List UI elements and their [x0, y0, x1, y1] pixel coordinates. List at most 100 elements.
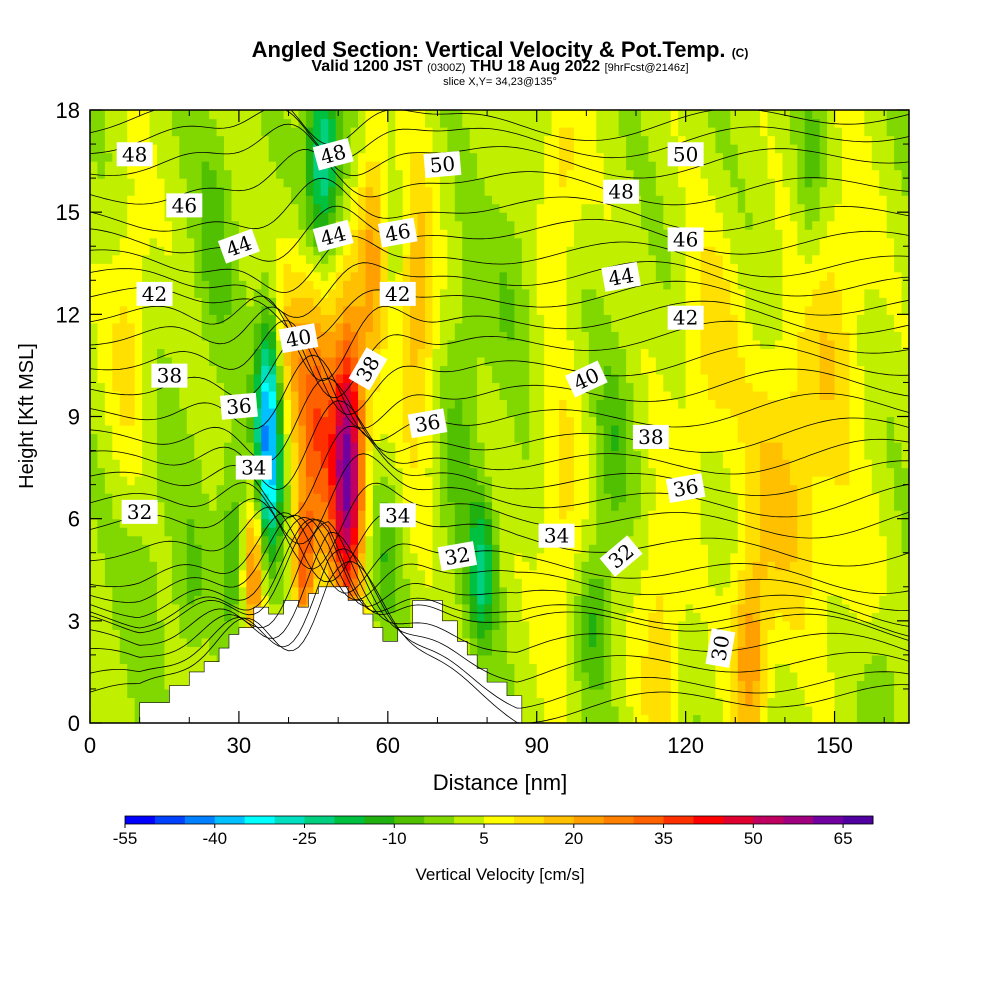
- heatmap-cell: [566, 118, 575, 128]
- heatmap-cell: [387, 416, 396, 426]
- heatmap-cell: [127, 356, 136, 367]
- heatmap-cell: [179, 544, 188, 554]
- heatmap-cell: [291, 365, 300, 375]
- heatmap-cell: [171, 220, 180, 230]
- heatmap-cell: [112, 271, 121, 281]
- heatmap-cell: [119, 373, 128, 384]
- heatmap-cell: [291, 186, 300, 196]
- heatmap-cell: [477, 535, 486, 545]
- heatmap-cell: [171, 510, 180, 520]
- heatmap-cell: [596, 612, 605, 622]
- heatmap-cell: [194, 305, 203, 315]
- heatmap-cell: [559, 544, 568, 554]
- heatmap-cell: [402, 127, 411, 137]
- heatmap-cell: [425, 433, 434, 443]
- heatmap-cell: [335, 390, 344, 401]
- heatmap-cell: [514, 493, 523, 503]
- heatmap-cell: [104, 612, 113, 622]
- heatmap-cell: [402, 467, 411, 477]
- heatmap-cell: [484, 484, 493, 494]
- heatmap-cell: [216, 246, 225, 256]
- heatmap-cell: [298, 442, 307, 452]
- heatmap-cell: [97, 110, 106, 120]
- heatmap-cell: [186, 322, 195, 332]
- heatmap-cell: [551, 118, 560, 128]
- heatmap-cell: [313, 476, 322, 486]
- heatmap-cell: [231, 220, 240, 230]
- heatmap-cell: [231, 544, 240, 554]
- heatmap-cell: [127, 195, 136, 205]
- heatmap-cell: [164, 144, 173, 154]
- heatmap-cell: [209, 544, 218, 554]
- heatmap-cell: [186, 484, 195, 494]
- heatmap-cell: [291, 569, 300, 579]
- heatmap-cell: [313, 195, 322, 205]
- heatmap-cell: [224, 127, 233, 137]
- heatmap-cell: [305, 450, 314, 460]
- heatmap-cell: [179, 425, 188, 435]
- heatmap-cell: [544, 705, 553, 716]
- heatmap-cell: [283, 220, 292, 230]
- heatmap-cell: [171, 552, 180, 562]
- heatmap-cell: [477, 561, 486, 571]
- heatmap-cell: [283, 152, 292, 162]
- heatmap-cell: [514, 186, 523, 196]
- heatmap-cell: [209, 144, 218, 154]
- heatmap-cell: [350, 382, 359, 392]
- heatmap-cell: [276, 382, 285, 392]
- heatmap-cell: [127, 135, 136, 145]
- heatmap-cell: [112, 425, 121, 435]
- heatmap-cell: [581, 476, 590, 486]
- heatmap-cell: [588, 339, 597, 349]
- heatmap-cell: [521, 178, 530, 188]
- heatmap-cell: [335, 510, 344, 520]
- heatmap-cell: [157, 305, 166, 315]
- heatmap-cell: [350, 322, 359, 332]
- heatmap-cell: [298, 271, 307, 281]
- heatmap-cell: [536, 322, 545, 332]
- heatmap-cell: [90, 348, 99, 358]
- heatmap-cell: [209, 654, 218, 665]
- heatmap-cell: [492, 518, 501, 528]
- heatmap-cell: [365, 510, 374, 520]
- heatmap-cell: [454, 195, 463, 205]
- heatmap-cell: [298, 305, 307, 315]
- heatmap-cell: [231, 195, 240, 205]
- heatmap-cell: [499, 637, 508, 647]
- heatmap-cell: [529, 714, 538, 723]
- heatmap-cell: [417, 288, 426, 298]
- heatmap-cell: [529, 297, 538, 307]
- heatmap-cell: [231, 348, 240, 358]
- heatmap-cell: [97, 518, 106, 528]
- heatmap-cell: [171, 535, 180, 545]
- heatmap-cell: [201, 203, 210, 213]
- heatmap-cell: [387, 586, 396, 596]
- heatmap-cell: [447, 203, 456, 213]
- heatmap-cell: [350, 246, 359, 256]
- heatmap-cell: [313, 220, 322, 230]
- heatmap-cell: [291, 527, 300, 537]
- heatmap-cell: [454, 467, 463, 477]
- heatmap-cell: [157, 203, 166, 213]
- heatmap-cell: [566, 552, 575, 562]
- heatmap-cell: [90, 237, 99, 247]
- heatmap-cell: [395, 484, 404, 494]
- heatmap-cell: [372, 127, 381, 137]
- heatmap-cell: [417, 186, 426, 196]
- heatmap-cell: [506, 254, 515, 264]
- heatmap-cell: [186, 476, 195, 486]
- heatmap-cell: [469, 390, 478, 401]
- heatmap-cell: [454, 586, 463, 596]
- heatmap-cell: [216, 476, 225, 486]
- heatmap-cell: [127, 714, 136, 723]
- heatmap-cell: [343, 407, 352, 418]
- heatmap-cell: [231, 186, 240, 196]
- heatmap-cell: [380, 561, 389, 571]
- heatmap-cell: [477, 569, 486, 579]
- heatmap-cell: [171, 518, 180, 528]
- heatmap-cell: [298, 467, 307, 477]
- heatmap-cell: [246, 220, 255, 230]
- heatmap-cell: [358, 178, 367, 188]
- heatmap-cell: [343, 493, 352, 503]
- heatmap-cell: [387, 612, 396, 622]
